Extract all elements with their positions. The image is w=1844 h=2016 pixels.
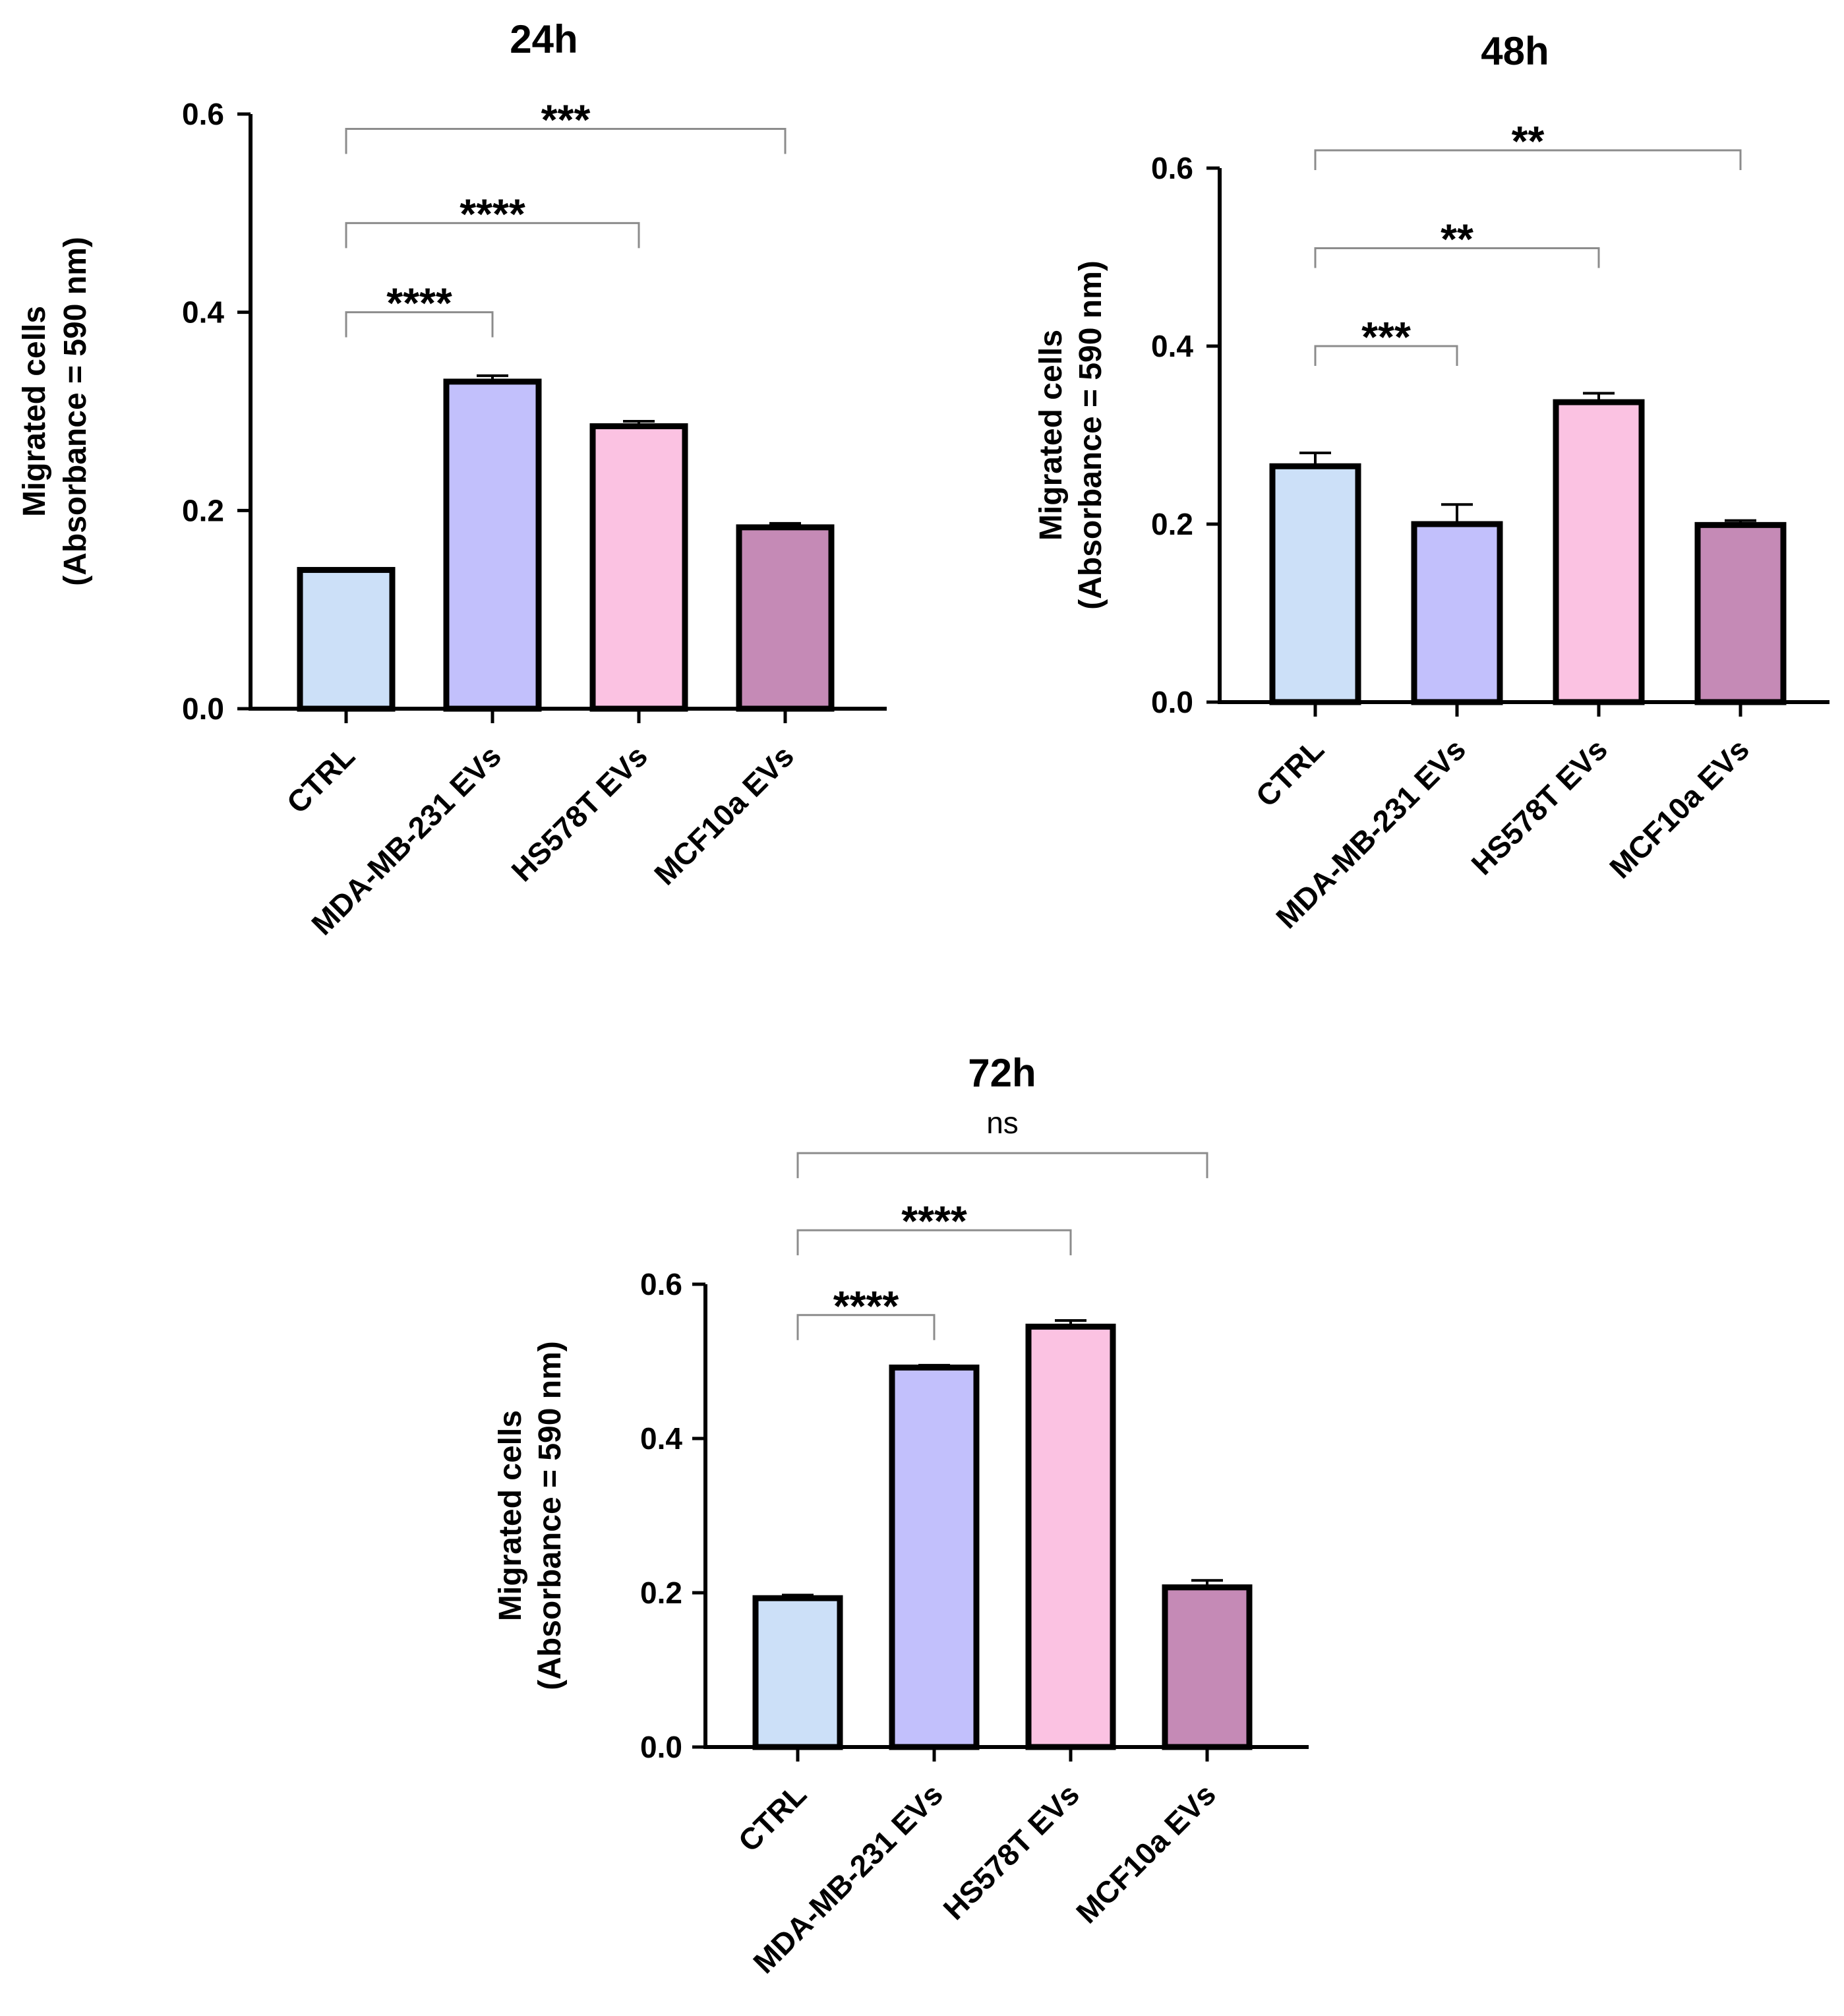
chart-title: 24h bbox=[510, 17, 578, 61]
y-axis-title-line2: (Absorbance = 590 nm) bbox=[58, 237, 93, 586]
x-tick-label: CTRL bbox=[732, 1777, 813, 1858]
y-axis-title-line1: Migrated cells bbox=[17, 306, 52, 517]
significance-bracket bbox=[796, 1229, 1072, 1256]
x-tick-label: MCF10a EVs bbox=[1069, 1777, 1222, 1930]
bar-mda-mb-231-evs bbox=[889, 1364, 980, 1750]
significance-label: ns bbox=[986, 1106, 1019, 1140]
bar-ctrl bbox=[1269, 463, 1361, 705]
y-tick-label: 0.6 bbox=[1151, 151, 1193, 185]
y-tick-label: 0.6 bbox=[640, 1267, 682, 1301]
significance-label: **** bbox=[386, 280, 452, 327]
y-tick-label: 0.4 bbox=[640, 1421, 682, 1456]
x-tick-label: CTRL bbox=[1249, 732, 1330, 813]
y-axis-title-line2: (Absorbance = 590 nm) bbox=[533, 1341, 568, 1690]
x-tick-label: HS578T EVs bbox=[504, 738, 654, 888]
chart-72h: 72h Migrated cells (Absorbance = 590 nm) 0.… bbox=[493, 1051, 1309, 1980]
significance-label: **** bbox=[833, 1282, 899, 1330]
significance-bracket bbox=[345, 311, 494, 338]
significance-bracket bbox=[345, 128, 787, 154]
significance-bracket bbox=[796, 1152, 1208, 1179]
chart-title: 48h bbox=[1481, 29, 1549, 73]
bar-mcf10a-evs bbox=[736, 524, 835, 712]
bar-ctrl bbox=[297, 567, 396, 712]
x-tick-label: MCF10a EVs bbox=[647, 738, 800, 891]
y-tick-label: 0.4 bbox=[182, 295, 224, 330]
y-axis-title-line2: (Absorbance = 590 nm) bbox=[1073, 260, 1108, 610]
bar-hs578t-evs bbox=[1553, 399, 1645, 705]
x-tick-label: HS578T EVs bbox=[936, 1777, 1086, 1926]
bar-ctrl bbox=[752, 1595, 843, 1750]
significance-label: ** bbox=[1512, 117, 1545, 165]
y-tick-label: 0.6 bbox=[182, 97, 224, 131]
y-tick-label: 0.0 bbox=[640, 1730, 682, 1764]
bar-hs578t-evs bbox=[589, 423, 688, 712]
bar-mcf10a-evs bbox=[1162, 1584, 1253, 1750]
significance-label: ** bbox=[1441, 216, 1473, 263]
significance-label: *** bbox=[1361, 313, 1411, 361]
significance-label: **** bbox=[460, 190, 525, 237]
x-tick-label: MCF10a EVs bbox=[1603, 732, 1756, 885]
x-tick-label: HS578T EVs bbox=[1464, 732, 1614, 881]
x-tick-label: CTRL bbox=[280, 738, 361, 819]
significance-bracket bbox=[1314, 345, 1458, 366]
y-tick-label: 0.0 bbox=[1151, 685, 1193, 719]
y-tick-label: 0.4 bbox=[1151, 329, 1193, 363]
bar-mcf10a-evs bbox=[1694, 521, 1787, 705]
chart-24h: 24h Migrated cells (Absorbance = 590 nm) 0.… bbox=[17, 17, 887, 941]
bar-mda-mb-231-evs bbox=[443, 378, 542, 712]
significance-bracket bbox=[796, 1314, 936, 1340]
bar-hs578t-evs bbox=[1025, 1323, 1116, 1750]
y-axis-title-line1: Migrated cells bbox=[1034, 330, 1069, 541]
y-tick-label: 0.2 bbox=[182, 493, 224, 527]
significance-bracket bbox=[1314, 149, 1742, 170]
chart-title: 72h bbox=[968, 1051, 1036, 1095]
significance-bracket bbox=[345, 222, 640, 249]
chart-48h: 48h Migrated cells (Absorbance = 590 nm) 0.… bbox=[1034, 29, 1829, 935]
significance-bracket bbox=[1314, 247, 1600, 268]
significance-label: **** bbox=[901, 1197, 967, 1245]
y-tick-label: 0.2 bbox=[640, 1576, 682, 1610]
y-tick-label: 0.0 bbox=[182, 692, 224, 726]
y-axis-title-line1: Migrated cells bbox=[493, 1410, 528, 1621]
bar-mda-mb-231-evs bbox=[1411, 521, 1503, 705]
y-tick-label: 0.2 bbox=[1151, 507, 1193, 541]
significance-label: *** bbox=[541, 96, 591, 144]
